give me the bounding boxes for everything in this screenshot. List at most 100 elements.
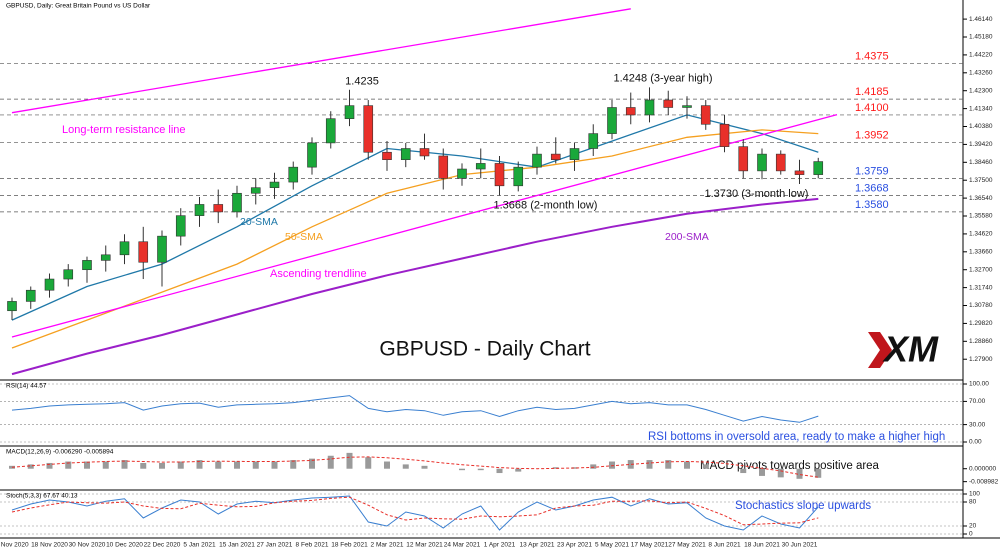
y-tick-label: 1.38460: [969, 159, 993, 166]
annotation: RSI bottoms in oversold area, ready to m…: [648, 431, 945, 443]
logo-mark: [868, 332, 892, 368]
candle-body: [794, 170, 805, 175]
candle-body: [663, 99, 674, 108]
macd-bar: [102, 461, 109, 469]
indicator-line: [11, 395, 819, 423]
indicator-line: [11, 495, 819, 531]
line-series: [11, 129, 819, 349]
candle-body: [213, 204, 224, 213]
macd-bar: [740, 468, 747, 474]
line-label: 50-SMA: [285, 231, 323, 243]
candle-body: [438, 155, 449, 179]
line-label: 200-SMA: [665, 231, 709, 243]
candle-body: [569, 148, 580, 160]
macd-bar: [384, 461, 390, 469]
x-tick-label: 12 Mar 2021: [406, 542, 443, 549]
macd-bar: [140, 462, 147, 469]
y-tick-label: 1.46140: [969, 16, 993, 23]
candle-body: [119, 241, 130, 256]
line-series: [11, 197, 819, 376]
y-tick-label: 30.00: [969, 421, 986, 428]
level-label: 1.4100: [855, 102, 889, 114]
y-tick-label: 1.27900: [969, 356, 993, 363]
macd-bar: [702, 464, 709, 469]
line-label: 20-SMA: [240, 216, 278, 228]
x-tick-label: 18 Feb 2021: [331, 542, 368, 549]
macd-bar: [402, 464, 409, 469]
macd-bar: [552, 467, 559, 469]
candle-body: [63, 269, 74, 280]
y-tick-label: 1.43260: [969, 70, 993, 77]
x-tick-label: 10 Dec 2020: [106, 542, 143, 549]
logo: XM: [868, 329, 939, 370]
y-tick-label: 1.44220: [969, 52, 993, 59]
signal-line: [11, 456, 819, 478]
x-tick-label: 13 Apr 2021: [519, 542, 554, 549]
macd-bar: [196, 460, 203, 469]
y-tick-label: 0.000000: [969, 465, 996, 472]
macd-bar: [46, 462, 53, 469]
candle-body: [157, 235, 167, 263]
line-label: Long-term resistance line: [62, 124, 186, 136]
x-tick-label: 18 Jun 2021: [744, 542, 780, 549]
y-tick-label: 100.00: [969, 381, 989, 388]
candle-body: [700, 105, 711, 125]
x-tick-label: 8 Jun 2021: [708, 542, 741, 549]
y-tick-label: 1.32700: [969, 266, 993, 273]
candle-body: [382, 151, 392, 160]
candle-body: [44, 278, 55, 291]
macd-bar: [177, 461, 184, 469]
candle-body: [719, 123, 730, 147]
annotation: 1.3730 (3-month low): [705, 188, 809, 200]
macd-bar: [346, 452, 353, 469]
level-label: 1.4375: [855, 51, 889, 63]
macd-bar: [477, 468, 484, 471]
x-tick-label: 23 Apr 2021: [557, 542, 592, 549]
x-tick-label: 27 Jan 2021: [257, 542, 293, 549]
level-label: 1.4185: [855, 86, 889, 98]
x-tick-label: 5 Jan 2021: [183, 542, 216, 549]
candle-body: [288, 166, 299, 183]
x-tick-label: 8 Feb 2021: [296, 542, 329, 549]
macd-bar: [290, 460, 297, 469]
y-tick-label: 1.39420: [969, 141, 993, 148]
macd-bar: [159, 462, 165, 469]
level-label: 1.3580: [855, 199, 889, 211]
macd-bar: [271, 461, 278, 469]
candle-body: [419, 148, 430, 157]
macd-bar: [496, 468, 503, 474]
macd-bar: [665, 460, 672, 469]
indicator-line: [11, 496, 819, 526]
y-tick-label: 1.30780: [969, 302, 993, 309]
macd-bar: [796, 468, 803, 479]
macd-bar: [121, 460, 128, 469]
candle-body: [775, 153, 786, 172]
macd-bar: [646, 460, 653, 469]
candle-body: [513, 166, 524, 187]
annotation: Stochastics slope upwards: [735, 500, 871, 512]
y-tick-label: 80: [969, 499, 977, 506]
candle-body: [532, 153, 542, 168]
macd-bar: [684, 461, 690, 469]
candle-body: [82, 260, 92, 271]
candle-body: [757, 153, 767, 172]
x-tick-label: 2 Mar 2021: [371, 542, 404, 549]
x-tick-label: 30 Nov 2020: [69, 542, 106, 549]
x-tick-label: 1 Apr 2021: [484, 542, 516, 549]
y-tick-label: 1.28860: [969, 338, 993, 345]
candle-body: [7, 301, 17, 312]
x-tick-label: 6 Nov 2020: [0, 542, 29, 549]
macd-bar: [65, 461, 72, 469]
y-tick-label: 1.33660: [969, 249, 993, 256]
y-tick-label: 1.36540: [969, 195, 993, 202]
x-tick-label: 17 May 2021: [631, 542, 669, 549]
macd-bar: [627, 460, 634, 469]
y-tick-label: 100: [969, 491, 980, 498]
candle-body: [344, 105, 355, 119]
y-tick-label: 1.31740: [969, 284, 993, 291]
panel-title: RSI(14) 44.57: [6, 383, 47, 390]
macd-bar: [84, 461, 90, 469]
chart-header: GBPUSD, Daily: Great Britain Pound vs US…: [6, 3, 151, 10]
macd-bar: [27, 464, 34, 469]
